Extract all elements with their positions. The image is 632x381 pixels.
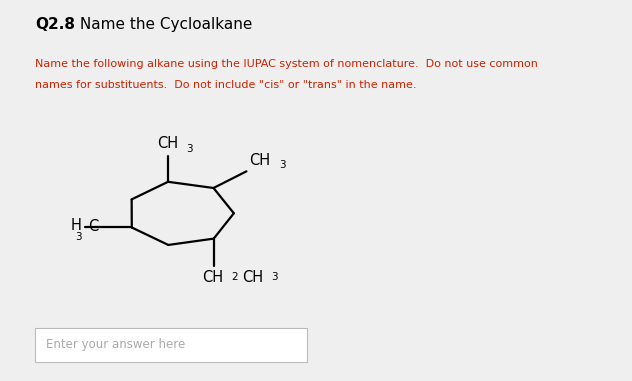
Text: Name the following alkane using the IUPAC system of nomenclature.  Do not use co: Name the following alkane using the IUPA… <box>35 59 538 69</box>
Text: 3: 3 <box>279 160 285 170</box>
Text: 3: 3 <box>186 144 192 154</box>
Text: names for substituents.  Do not include "cis" or "trans" in the name.: names for substituents. Do not include "… <box>35 80 416 90</box>
Text: 3: 3 <box>271 272 278 282</box>
Text: Name the Cycloalkane: Name the Cycloalkane <box>75 17 252 32</box>
Text: CH: CH <box>250 152 270 168</box>
Text: Enter your answer here: Enter your answer here <box>46 338 185 351</box>
Text: 2: 2 <box>231 272 238 282</box>
Text: C–: C– <box>88 219 106 234</box>
Text: CH: CH <box>242 270 264 285</box>
Text: CH: CH <box>157 136 178 151</box>
Text: Q2.8: Q2.8 <box>35 17 75 32</box>
Text: 3: 3 <box>75 232 82 242</box>
Text: CH: CH <box>202 270 224 285</box>
Text: H: H <box>71 218 82 233</box>
FancyBboxPatch shape <box>35 328 307 362</box>
